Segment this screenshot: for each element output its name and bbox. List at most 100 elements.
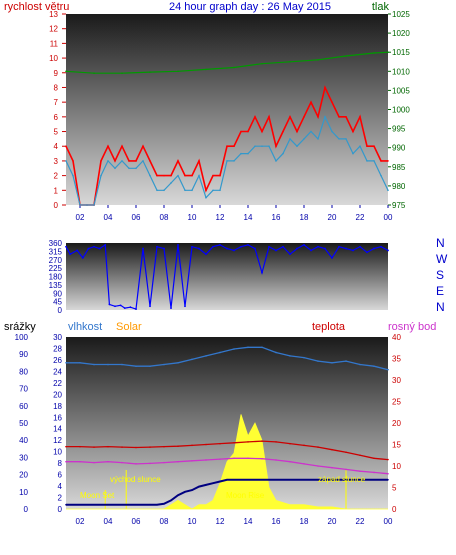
data-point <box>149 365 151 368</box>
solar-legend-label: Solar <box>116 321 142 333</box>
data-point <box>261 145 263 148</box>
data-point <box>289 442 291 445</box>
data-point <box>289 460 291 463</box>
data-point <box>373 471 375 474</box>
direction-point <box>142 247 144 250</box>
pressure-tick-label: 1025 <box>392 10 410 19</box>
precip-tick-label: 70 <box>19 385 28 394</box>
data-point <box>191 174 193 177</box>
chart-title: 24 hour graph day : 26 May 2015 <box>169 1 331 13</box>
data-point <box>247 441 249 443</box>
data-point <box>142 160 144 162</box>
temperature-tick-label: 35 <box>392 355 401 364</box>
data-point <box>93 446 95 448</box>
pressure-tick-label: 1020 <box>392 29 410 38</box>
direction-point <box>156 245 158 248</box>
data-point <box>345 138 347 140</box>
wind-tick-label: 12 <box>49 25 58 34</box>
data-point <box>289 60 291 63</box>
data-point <box>170 499 172 502</box>
data-point <box>177 160 179 162</box>
data-point <box>219 189 221 192</box>
direction-point <box>170 307 172 310</box>
compass-label: W <box>436 252 448 266</box>
data-point <box>275 160 277 162</box>
data-point <box>261 478 263 481</box>
time-tick-label: 04 <box>104 517 113 526</box>
data-point <box>380 160 382 162</box>
time-tick-label: 08 <box>160 213 169 222</box>
data-point <box>324 116 326 118</box>
wind-tick-label: 13 <box>49 10 58 19</box>
moonrise-label: Moon Rise <box>226 491 265 500</box>
time-tick-label: 02 <box>76 517 85 526</box>
data-point <box>317 59 319 61</box>
data-point <box>359 145 361 148</box>
direction-point <box>296 247 298 250</box>
data-point <box>387 189 389 192</box>
direction-tick-label: 180 <box>49 273 63 282</box>
direction-point <box>129 306 132 309</box>
precip-axis-label: srážky <box>4 321 36 333</box>
data-point <box>212 482 214 485</box>
data-point <box>163 503 165 505</box>
data-point <box>100 160 102 162</box>
data-point <box>317 360 319 362</box>
data-point <box>156 174 158 177</box>
wind-pressure-plot-area <box>66 14 388 205</box>
data-point <box>247 346 249 349</box>
temperature-tick-label: 20 <box>392 419 401 428</box>
data-point <box>247 478 249 481</box>
data-point <box>163 461 165 464</box>
data-point <box>233 478 235 481</box>
data-point <box>359 478 361 481</box>
data-point <box>387 368 389 371</box>
data-point <box>247 457 249 460</box>
data-point <box>65 362 67 364</box>
direction-point <box>184 305 186 308</box>
humidity-tick-label: 0 <box>58 505 63 514</box>
direction-point <box>289 253 291 256</box>
compass-label: N <box>436 236 445 250</box>
temperature-tick-label: 15 <box>392 441 401 450</box>
precip-tick-label: 0 <box>24 505 29 514</box>
data-point <box>338 138 340 140</box>
wind-tick-label: 6 <box>54 113 59 122</box>
direction-point <box>387 249 389 252</box>
data-point <box>233 160 235 162</box>
wind-tick-label: 8 <box>54 83 59 92</box>
data-point <box>366 160 368 162</box>
time-tick-label: 00 <box>384 517 393 526</box>
data-point <box>198 174 200 177</box>
time-tick-label: 10 <box>188 517 197 526</box>
data-point <box>303 116 305 118</box>
data-point <box>107 145 109 148</box>
data-point <box>107 445 109 448</box>
direction-point <box>219 243 221 246</box>
data-point <box>191 489 193 491</box>
pressure-tick-label: 990 <box>392 144 406 153</box>
temperature-tick-label: 5 <box>392 484 397 493</box>
direction-point <box>123 307 126 310</box>
data-point <box>275 145 277 148</box>
humidity-tick-label: 4 <box>58 482 63 491</box>
direction-point <box>198 247 200 250</box>
pressure-tick-label: 1000 <box>392 106 410 115</box>
data-point <box>121 72 123 75</box>
data-point <box>65 70 67 73</box>
precip-tick-label: 50 <box>19 419 28 428</box>
direction-point <box>268 245 270 248</box>
data-point <box>65 445 67 448</box>
series-line <box>66 346 389 371</box>
data-point <box>303 478 305 481</box>
direction-point <box>324 247 326 250</box>
data-point <box>310 130 312 133</box>
data-point <box>345 468 347 471</box>
direction-point <box>261 271 263 274</box>
data-point <box>72 174 74 177</box>
precip-tick-label: 90 <box>19 350 28 359</box>
data-point <box>373 457 375 460</box>
wind-tick-label: 7 <box>54 98 59 107</box>
